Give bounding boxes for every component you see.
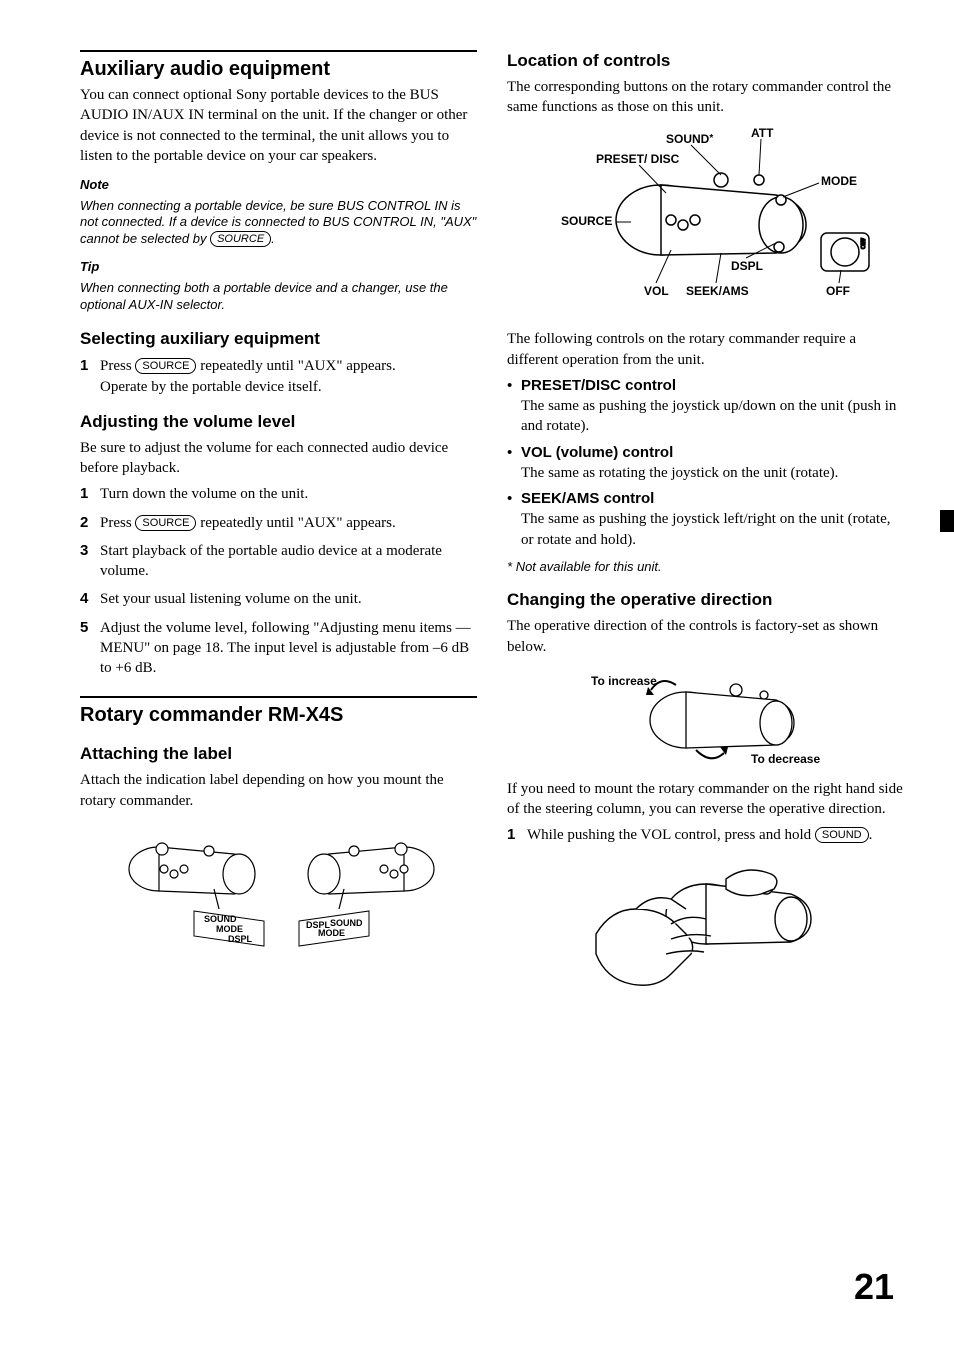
source-pill: SOURCE bbox=[210, 231, 271, 247]
heading-rotary: Rotary commander RM-X4S bbox=[80, 702, 477, 729]
svg-text:SOURCE: SOURCE bbox=[561, 214, 612, 228]
para-aux: You can connect optional Sony portable d… bbox=[80, 85, 477, 166]
para-location: The corresponding buttons on the rotary … bbox=[507, 77, 904, 118]
para-attach: Attach the indication label depending on… bbox=[80, 770, 477, 811]
label-diagram: SOUND MODE DSPL DSPL MODE bbox=[114, 819, 444, 949]
controls-diagram: SOUND* PRESET/ DISC SOURCE ATT MODE DSPL… bbox=[521, 125, 891, 325]
source-pill: SOURCE bbox=[135, 358, 196, 374]
svg-text:SOUND: SOUND bbox=[204, 914, 237, 924]
tip-head: Tip bbox=[80, 258, 477, 276]
note-head: Note bbox=[80, 176, 477, 194]
svg-text:VOL: VOL bbox=[644, 284, 669, 298]
svg-text:OFF: OFF bbox=[861, 238, 867, 250]
left-column: Auxiliary audio equipment You can connec… bbox=[80, 50, 477, 1008]
edge-tab bbox=[940, 510, 954, 532]
step-body: Start playback of the portable audio dev… bbox=[100, 541, 477, 582]
heading-change: Changing the operative direction bbox=[507, 589, 904, 612]
note-body: When connecting a portable device, be su… bbox=[80, 198, 477, 249]
rule bbox=[80, 696, 477, 698]
step-num: 5 bbox=[80, 618, 100, 679]
volume-steps: 1Turn down the volume on the unit. 2Pres… bbox=[80, 484, 477, 678]
step-body: Press SOURCE repeatedly until "AUX" appe… bbox=[100, 513, 477, 533]
control-title: SEEK/AMS control bbox=[521, 490, 654, 507]
svg-text:MODE: MODE bbox=[821, 174, 857, 188]
control-body: The same as pushing the joystick left/ri… bbox=[521, 511, 891, 547]
heading-attach: Attaching the label bbox=[80, 743, 477, 766]
heading-selecting: Selecting auxiliary equipment bbox=[80, 328, 477, 351]
control-body: The same as pushing the joystick up/down… bbox=[521, 398, 896, 434]
step-num: 3 bbox=[80, 541, 100, 582]
page-number: 21 bbox=[854, 1263, 894, 1312]
svg-text:DSPL: DSPL bbox=[731, 259, 763, 273]
controls-list: •PRESET/DISC controlThe same as pushing … bbox=[507, 376, 904, 550]
step-body: Turn down the volume on the unit. bbox=[100, 484, 477, 504]
svg-text:OFF: OFF bbox=[826, 284, 850, 298]
svg-text:MODE: MODE bbox=[216, 924, 243, 934]
svg-text:PRESET/ DISC: PRESET/ DISC bbox=[596, 152, 680, 166]
direction-diagram: To increase To decrease bbox=[576, 665, 836, 775]
heading-volume: Adjusting the volume level bbox=[80, 411, 477, 434]
svg-text:MODE: MODE bbox=[318, 928, 345, 938]
reverse-steps: 1 While pushing the VOL control, press a… bbox=[507, 825, 904, 845]
sound-pill: SOUND bbox=[815, 827, 869, 843]
step-num: 1 bbox=[80, 356, 100, 397]
control-title: PRESET/DISC control bbox=[521, 377, 676, 394]
heading-aux: Auxiliary audio equipment bbox=[80, 56, 477, 83]
step-body: Set your usual listening volume on the u… bbox=[100, 589, 477, 609]
para-change: The operative direction of the controls … bbox=[507, 616, 904, 657]
control-title: VOL (volume) control bbox=[521, 444, 673, 461]
heading-location: Location of controls bbox=[507, 50, 904, 73]
step-num: 4 bbox=[80, 589, 100, 609]
para-reverse: If you need to mount the rotary commande… bbox=[507, 779, 904, 820]
step-body: While pushing the VOL control, press and… bbox=[527, 825, 904, 845]
step-num: 1 bbox=[80, 484, 100, 504]
tip-body: When connecting both a portable device a… bbox=[80, 280, 477, 314]
right-column: Location of controls The corresponding b… bbox=[507, 50, 904, 1008]
hand-diagram bbox=[576, 854, 836, 1004]
asterisk-note: * Not available for this unit. bbox=[507, 558, 904, 576]
svg-text:SOUND: SOUND bbox=[330, 918, 363, 928]
source-pill: SOURCE bbox=[135, 515, 196, 531]
step-num: 2 bbox=[80, 513, 100, 533]
para-volume: Be sure to adjust the volume for each co… bbox=[80, 438, 477, 479]
para-following: The following controls on the rotary com… bbox=[507, 329, 904, 370]
svg-text:ATT: ATT bbox=[751, 126, 774, 140]
step-num: 1 bbox=[507, 825, 527, 845]
step-body: Press SOURCE repeatedly until "AUX" appe… bbox=[100, 356, 477, 397]
selecting-steps: 1 Press SOURCE repeatedly until "AUX" ap… bbox=[80, 356, 477, 397]
svg-text:SEEK/AMS: SEEK/AMS bbox=[686, 284, 749, 298]
step-body: Adjust the volume level, following "Adju… bbox=[100, 618, 477, 679]
svg-text:To increase: To increase bbox=[591, 674, 657, 688]
svg-text:SOUND*: SOUND* bbox=[666, 132, 713, 146]
svg-text:To decrease: To decrease bbox=[751, 752, 820, 766]
svg-text:DSPL: DSPL bbox=[228, 934, 253, 944]
control-body: The same as rotating the joystick on the… bbox=[521, 465, 838, 481]
rule bbox=[80, 50, 477, 52]
